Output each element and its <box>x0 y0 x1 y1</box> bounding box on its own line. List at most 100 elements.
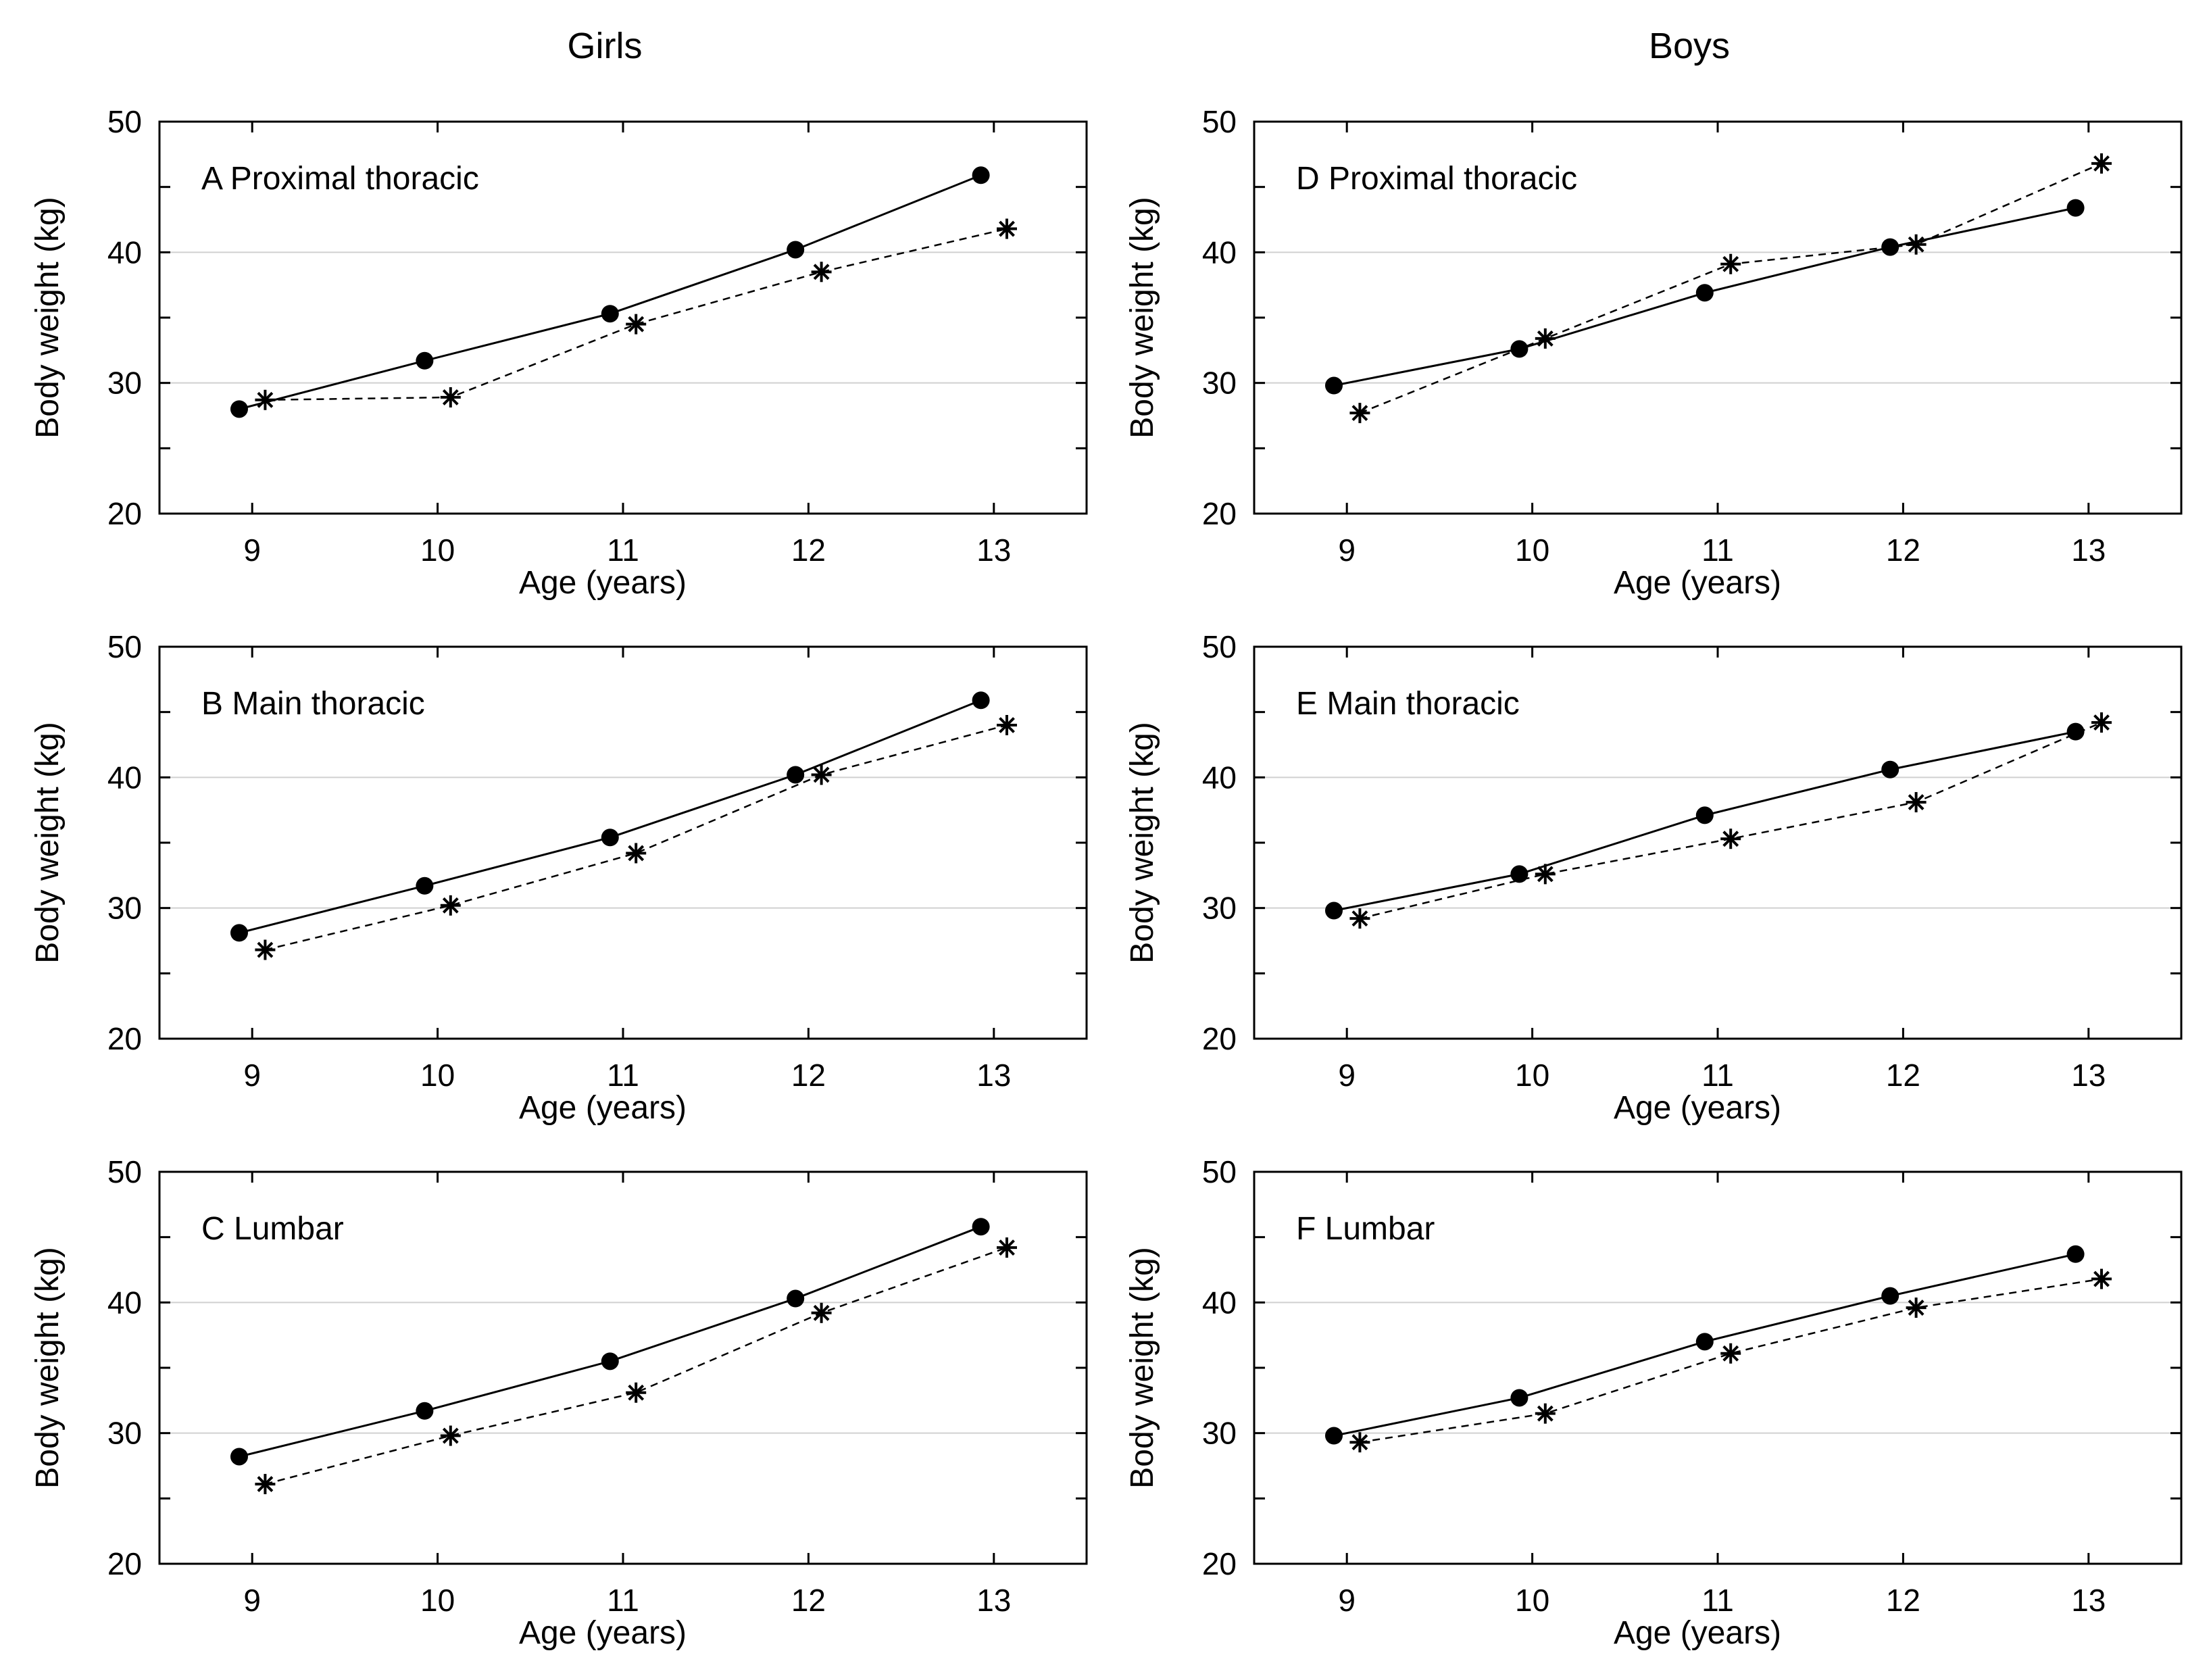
x-tick-label: 9 <box>1338 1583 1356 1618</box>
panel-f: 20 30 40 50 9 10 11 12 13 Age (years) Body weight … <box>1124 1154 2183 1651</box>
x-tick-label: 13 <box>2071 1058 2106 1093</box>
y-tick-label: 20 <box>1202 1546 1237 1581</box>
y-tick-label: 50 <box>107 629 142 664</box>
y-axis-label: Body weight (kg) <box>1124 722 1160 964</box>
y-tick-label: 20 <box>107 1021 142 1056</box>
panel-b: 20 30 40 50 9 10 11 12 13 Age (years) Body weight … <box>30 629 1088 1126</box>
x-tick-label: 13 <box>2071 533 2106 568</box>
x-tick-label: 12 <box>791 1058 826 1093</box>
series-line-dashed <box>1359 162 2102 414</box>
y-tick-label: 20 <box>1202 1021 1237 1056</box>
y-tick-label: 40 <box>107 1285 142 1320</box>
x-axis-label: Age (years) <box>1614 1615 1781 1651</box>
y-tick-label: 50 <box>1202 1154 1237 1189</box>
x-tick-label: 11 <box>607 1583 639 1618</box>
series-line-dashed <box>265 724 1008 951</box>
x-tick-label: 12 <box>1886 1583 1920 1618</box>
data-point-asterisk <box>1720 253 1741 274</box>
x-tick-label: 10 <box>420 533 455 568</box>
x-axis-label: Age (years) <box>519 565 687 601</box>
data-point-circle <box>972 1218 990 1236</box>
panel-title: A Proximal thoracic <box>201 161 479 197</box>
data-point-asterisk <box>997 1237 1018 1258</box>
x-tick-label: 9 <box>243 1058 261 1093</box>
y-axis-label: Body weight (kg) <box>1124 1247 1160 1489</box>
panel-title: B Main thoracic <box>201 686 425 722</box>
panel-title: D Proximal thoracic <box>1296 161 1577 197</box>
x-tick-label: 12 <box>791 1583 826 1618</box>
data-point-asterisk <box>1720 1343 1741 1364</box>
y-tick-label: 40 <box>1202 1285 1237 1320</box>
x-tick-label: 12 <box>1886 1058 1920 1093</box>
data-point-asterisk <box>1535 328 1556 349</box>
column-title-boys: Boys <box>1649 26 1730 66</box>
y-tick-label: 30 <box>107 891 142 926</box>
data-point-asterisk <box>2091 1268 2112 1289</box>
x-tick-label: 9 <box>243 1583 261 1618</box>
y-tick-label: 20 <box>107 496 142 531</box>
data-point-circle <box>601 829 619 847</box>
data-point-asterisk <box>626 314 647 335</box>
series-line-solid <box>239 1225 982 1458</box>
data-point-circle <box>1695 1333 1714 1351</box>
x-tick-label: 10 <box>1515 1058 1549 1093</box>
panel-a: 20 30 40 50 9 10 11 12 13 Age (years) Body weight … <box>30 104 1088 601</box>
data-point-circle <box>1324 376 1343 395</box>
data-point-circle <box>2066 1245 2085 1263</box>
y-tick-label: 30 <box>1202 891 1237 926</box>
panel-title: F Lumbar <box>1296 1211 1435 1247</box>
data-point-circle <box>1881 760 1899 779</box>
data-point-circle <box>1510 1389 1529 1407</box>
data-point-circle <box>1881 238 1899 256</box>
data-point-asterisk <box>811 1302 832 1323</box>
data-point-asterisk <box>255 1474 276 1495</box>
data-point-circle <box>1510 865 1529 883</box>
y-tick-label: 40 <box>107 234 142 270</box>
data-point-circle <box>1324 901 1343 920</box>
x-tick-label: 9 <box>1338 533 1356 568</box>
data-point-circle <box>787 766 805 784</box>
data-point-asterisk <box>1720 829 1741 849</box>
y-tick-label: 20 <box>1202 496 1237 531</box>
data-point-asterisk <box>255 939 276 960</box>
x-tick-label: 13 <box>976 533 1011 568</box>
data-point-circle <box>1695 284 1714 302</box>
x-tick-label: 10 <box>420 1583 455 1618</box>
y-tick-label: 50 <box>1202 104 1237 139</box>
data-point-asterisk <box>440 1425 461 1446</box>
x-axis-label: Age (years) <box>1614 565 1781 601</box>
x-tick-label: 11 <box>607 533 639 568</box>
series-line-solid <box>239 174 982 410</box>
x-tick-label: 11 <box>1701 1583 1734 1618</box>
data-point-asterisk <box>440 387 461 407</box>
y-tick-label: 30 <box>107 366 142 401</box>
x-tick-label: 9 <box>243 533 261 568</box>
y-tick-label: 40 <box>1202 234 1237 270</box>
y-axis-label: Body weight (kg) <box>30 197 66 439</box>
series-line-dashed <box>265 1246 1008 1485</box>
x-tick-label: 13 <box>976 1583 1011 1618</box>
data-point-circle <box>2066 199 2085 217</box>
data-point-asterisk <box>811 262 832 282</box>
data-point-circle <box>416 876 434 895</box>
y-tick-label: 30 <box>1202 1416 1237 1451</box>
x-tick-label: 13 <box>2071 1583 2106 1618</box>
data-point-circle <box>972 691 990 710</box>
data-point-asterisk <box>626 843 647 864</box>
y-axis-label: Body weight (kg) <box>30 722 66 964</box>
series-line-dashed <box>1360 721 2102 920</box>
x-tick-label: 10 <box>1515 1583 1549 1618</box>
data-point-asterisk <box>1349 403 1370 424</box>
x-axis-label: Age (years) <box>519 1090 687 1126</box>
y-tick-label: 50 <box>1202 629 1237 664</box>
data-point-circle <box>230 924 248 942</box>
data-point-asterisk <box>626 1382 647 1403</box>
data-point-asterisk <box>1906 792 1927 813</box>
data-point-asterisk <box>1349 1432 1370 1453</box>
data-point-circle <box>230 400 248 418</box>
data-point-circle <box>416 351 434 370</box>
x-tick-label: 11 <box>1701 1058 1734 1093</box>
x-axis-label: Age (years) <box>1614 1090 1781 1126</box>
data-point-circle <box>601 1352 619 1370</box>
